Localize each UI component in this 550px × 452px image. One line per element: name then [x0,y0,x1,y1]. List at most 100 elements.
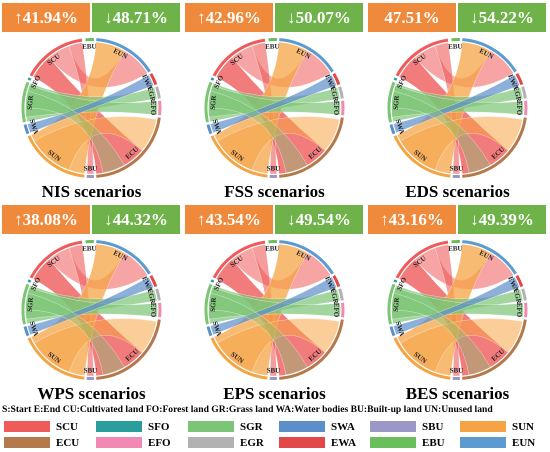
chord-arc-sfo [27,77,32,81]
legend-swatch [279,421,325,432]
chord-arc-egr [521,288,527,301]
chord-arc-ecu [462,117,527,178]
chord-arc-ebu [268,240,277,244]
chord-arc-swa [206,326,213,337]
legend-label: ECU [56,437,80,449]
chord-arc-sgr [21,81,30,123]
decrease-header: ↓44.32% [92,205,180,234]
chord-arc-scu [395,38,449,77]
chord-arc-sgr [21,283,30,325]
chord-arc-sgr [204,81,213,123]
chord-arc-sfo [210,77,215,81]
chord-ribbon-sgr-ecu [391,90,491,174]
chord-arc-sbu [452,376,460,380]
chord-label-sgr: SGR [392,94,401,110]
chord-label-ebu: EBU [448,244,463,252]
chord-arc-eun [279,38,334,73]
chord-arc-ecu [96,117,161,178]
decrease-header: ↓49.39% [458,205,546,234]
panel-eps: ↑43.54% ↓49.54% SCU EBU EUN EWA EGR EFO ECU SBU… [183,202,366,406]
chord-arc-sbu [269,376,277,380]
chord-arc-sfo [210,279,215,283]
chord-label-sbu: SBU [267,164,281,172]
chord-ribbon-sgr-efo [25,85,158,118]
legend-label: EGR [240,437,264,449]
increase-header: ↑41.94% [2,3,90,32]
chord-arc-efo [158,100,162,116]
increase-header: ↑43.54% [185,205,273,234]
chord-label-ebu: EBU [448,42,463,50]
panel-eds: 47.51% ↓54.22% SCU EBU EUN EWA EGR EFO ECU SBU S… [366,0,549,204]
legend: SCU SFO SGR SWA SBU SUN ECU EFO [0,404,550,452]
chord-arc-ebu [85,38,94,42]
chord-label-ebu: EBU [265,244,280,252]
chord-label-efo: EFO [515,303,523,318]
chord-arc-scu [212,240,266,279]
chord-label-efo: EFO [149,101,157,116]
chord-label-sgr: SGR [209,94,218,110]
chord-arc-sgr [387,283,396,325]
chord-arc-sfo [393,77,398,81]
panel-title: EDS scenarios [405,182,510,201]
decrease-header: ↓50.07% [275,3,363,32]
legend-label: SWA [331,421,355,433]
legend-swatch [4,437,50,448]
chord-arc-efo [524,302,528,318]
legend-label: SUN [512,421,535,433]
chord-arc-sfo [393,279,398,283]
chord-ribbon-sgr-ecu [25,90,125,174]
chord-ribbon-swa-ewa [393,276,520,335]
chord-arc-ecu [279,319,344,380]
chord-ribbon-sgr-ecu [208,90,308,174]
decrease-header: ↓54.22% [458,3,546,32]
panel-bes: ↑43.16% ↓49.39% SCU EBU EUN EWA EGR EFO ECU SBU… [366,202,549,406]
chord-arc-efo [341,100,345,116]
chord-label-egr: EGR [146,86,157,104]
chord-label-efo: EFO [332,101,340,116]
chord-arc-sgr [204,283,213,325]
chord-arc-egr [155,86,161,99]
chord-label-ebu: EBU [82,244,97,252]
legend-swatch [279,437,325,448]
chord-arc-ebu [451,240,460,244]
panel-title: WPS scenarios [37,384,146,403]
chord-ribbon-sgr-efo [208,287,341,320]
chord-ribbon-sgr-efo [208,85,341,118]
chord-ribbon-sgr-ecu [25,292,125,376]
chord-arc-egr [521,86,527,99]
chord-arc-ecu [96,319,161,380]
chord-arc-sbu [452,174,460,179]
abbreviation-definitions: S:Start E:End CU:Cultivated land FO:Fore… [2,404,493,415]
chord-ribbon-swa-ewa [210,74,337,133]
chord-label-sbu: SBU [450,366,464,374]
legend-label: SBU [422,421,444,433]
chord-arc-scu [395,240,449,279]
chord-arc-swa [389,326,396,337]
chord-ribbon-swa-ewa [210,276,337,335]
legend-swatch [370,437,416,448]
chord-arc-eun [462,240,517,275]
chord-arc-sbu [269,174,277,179]
chord-arc-ewa [332,73,341,86]
legend-swatch [460,421,506,432]
chord-arc-eun [96,240,151,275]
chord-arc-eun [96,38,151,73]
chord-label-sgr: SGR [209,296,218,312]
decrease-header: ↓48.71% [92,3,180,32]
chord-label-sbu: SBU [84,164,98,172]
chord-arc-ewa [149,275,158,288]
chord-label-efo: EFO [515,101,523,116]
chord-ribbon-swa-ewa [27,74,154,133]
chord-label-sgr: SGR [392,296,401,312]
increase-header: ↑43.16% [368,205,456,234]
chord-arc-ebu [85,240,94,244]
chord-arc-ecu [462,319,527,380]
chord-arc-eun [279,240,334,275]
chord-label-egr: EGR [329,86,340,104]
legend-label: SFO [148,421,170,433]
chord-arc-efo [524,100,528,116]
